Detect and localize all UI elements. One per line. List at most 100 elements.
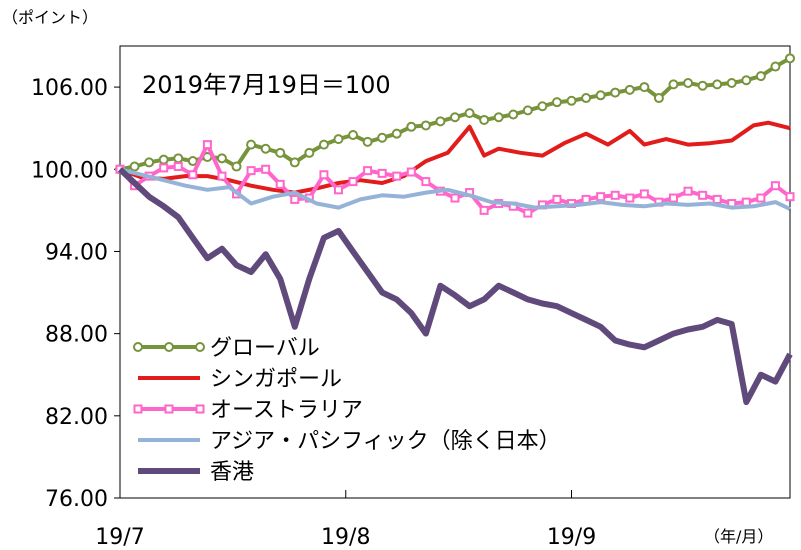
y-tick-label: 100.00 bbox=[31, 158, 108, 183]
data-point bbox=[683, 77, 694, 88]
data-point bbox=[668, 193, 678, 203]
data-point bbox=[158, 154, 169, 165]
series-line bbox=[117, 167, 793, 406]
data-point bbox=[144, 157, 155, 168]
data-point bbox=[726, 77, 737, 88]
data-point bbox=[377, 132, 388, 143]
legend-marker bbox=[164, 404, 174, 414]
data-point bbox=[231, 161, 242, 172]
data-point bbox=[173, 153, 184, 164]
legend-item: 香港 bbox=[138, 460, 254, 485]
data-point bbox=[187, 156, 198, 167]
legend-label: 香港 bbox=[210, 460, 254, 485]
series-4 bbox=[117, 167, 793, 406]
series-0 bbox=[115, 53, 795, 175]
data-point bbox=[464, 108, 475, 119]
series-line bbox=[119, 167, 791, 211]
chart-annotation: 2019年7月19日＝100 bbox=[142, 71, 391, 99]
data-point bbox=[493, 112, 504, 123]
data-point bbox=[420, 120, 431, 131]
data-point bbox=[479, 114, 490, 125]
series-layer bbox=[115, 53, 795, 406]
data-point bbox=[348, 130, 359, 141]
data-point bbox=[333, 134, 344, 145]
data-point bbox=[756, 193, 766, 203]
data-point bbox=[712, 79, 723, 90]
legend-item: アジア・パシフィック（除く日本） bbox=[138, 429, 561, 454]
data-point bbox=[216, 153, 227, 164]
data-point bbox=[595, 90, 606, 101]
data-point bbox=[260, 143, 271, 154]
x-axis: 19/7 19/8 19/9 bbox=[95, 490, 596, 550]
y-tick-label: 76.00 bbox=[45, 487, 108, 512]
data-point bbox=[610, 87, 621, 98]
series-line bbox=[119, 120, 791, 195]
data-point bbox=[406, 167, 416, 177]
x-tick-label: 19/7 bbox=[95, 525, 144, 550]
x-tick-label: 19/8 bbox=[321, 525, 370, 550]
y-tick-label: 106.00 bbox=[31, 76, 108, 101]
x-tick-label: 19/9 bbox=[547, 525, 596, 550]
data-point bbox=[581, 93, 592, 104]
data-point bbox=[479, 205, 489, 215]
data-point bbox=[770, 181, 780, 191]
data-point bbox=[741, 75, 752, 86]
legend-label: シンガポール bbox=[210, 367, 342, 392]
data-point bbox=[246, 139, 257, 150]
data-point bbox=[551, 97, 562, 108]
legend-marker bbox=[195, 342, 205, 352]
data-point bbox=[668, 79, 679, 90]
data-point bbox=[785, 53, 795, 64]
data-point bbox=[217, 171, 227, 181]
data-point bbox=[770, 61, 781, 72]
data-point bbox=[377, 168, 387, 178]
data-point bbox=[639, 82, 650, 93]
data-point bbox=[697, 80, 708, 91]
data-point bbox=[523, 208, 533, 218]
data-point bbox=[698, 190, 708, 200]
data-point bbox=[450, 193, 460, 203]
data-point bbox=[391, 128, 402, 139]
data-point bbox=[639, 189, 649, 199]
legend-marker bbox=[133, 342, 143, 352]
data-point bbox=[202, 140, 212, 150]
legend-marker bbox=[195, 404, 205, 414]
data-point bbox=[392, 171, 402, 181]
legend-label: グローバル bbox=[210, 336, 320, 361]
data-point bbox=[755, 71, 766, 82]
data-point bbox=[333, 185, 343, 195]
data-point bbox=[435, 116, 446, 127]
x-unit-label: （年/月） bbox=[704, 527, 774, 546]
data-point bbox=[653, 93, 664, 104]
data-point bbox=[683, 186, 693, 196]
data-point bbox=[275, 179, 285, 189]
data-point bbox=[173, 162, 183, 172]
data-point bbox=[625, 193, 635, 203]
legend-marker bbox=[164, 342, 174, 352]
legend-label: アジア・パシフィック（除く日本） bbox=[210, 429, 561, 454]
legend-item: シンガポール bbox=[138, 367, 342, 392]
data-point bbox=[129, 161, 140, 172]
data-point bbox=[318, 139, 329, 150]
legend-item: オーストラリア bbox=[133, 398, 363, 423]
legend-marker bbox=[133, 404, 143, 414]
data-point bbox=[319, 170, 329, 180]
data-point bbox=[246, 166, 256, 176]
data-point bbox=[363, 166, 373, 176]
series-3 bbox=[119, 167, 791, 211]
legend-label: オーストラリア bbox=[210, 398, 363, 423]
data-point bbox=[421, 177, 431, 187]
data-point bbox=[522, 105, 533, 116]
data-point bbox=[785, 192, 795, 202]
y-unit-label: （ポイント） bbox=[2, 8, 99, 27]
data-point bbox=[275, 147, 286, 158]
data-point bbox=[304, 147, 315, 158]
legend-item: グローバル bbox=[133, 336, 320, 361]
y-axis: 106.00 100.00 94.00 88.00 82.00 76.00 bbox=[31, 76, 120, 512]
data-point bbox=[712, 194, 722, 204]
data-point bbox=[290, 194, 300, 204]
data-point bbox=[261, 164, 271, 174]
series-1 bbox=[119, 120, 791, 195]
